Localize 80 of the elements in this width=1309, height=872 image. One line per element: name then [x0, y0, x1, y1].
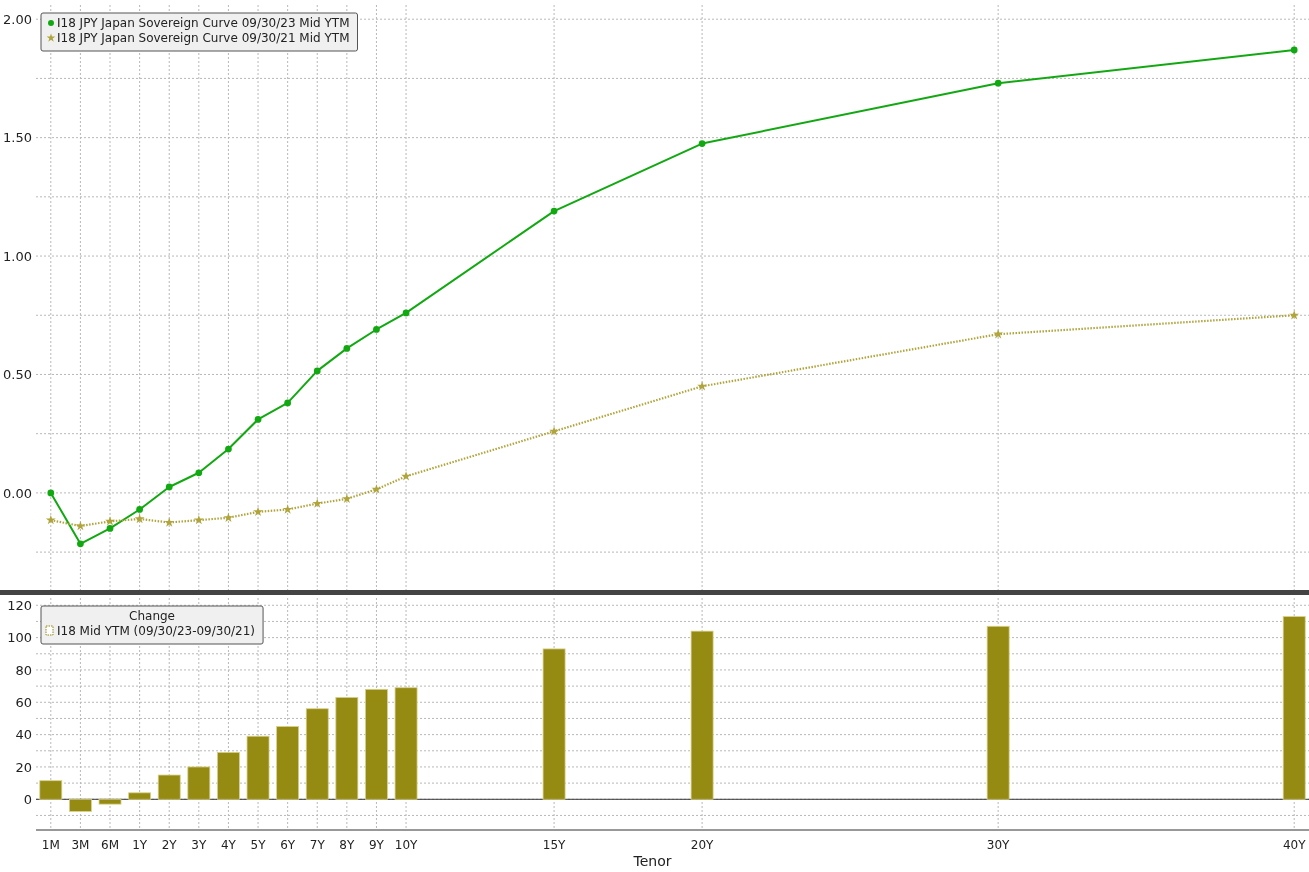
point: [282, 504, 293, 514]
point: [1289, 310, 1300, 320]
point: [253, 506, 263, 517]
point: [698, 140, 706, 147]
x-tick-label: 20Y: [690, 838, 715, 852]
point: [195, 469, 203, 477]
bar: [394, 687, 418, 800]
point: [549, 426, 559, 436]
bar: [246, 735, 270, 800]
point: [284, 399, 292, 407]
bar: [986, 625, 1010, 800]
point: [165, 483, 173, 491]
x-tick-label: 40Y: [1282, 838, 1307, 852]
x-tick-label: 3M: [71, 838, 90, 852]
legend-label: I18 JPY Japan Sovereign Curve 09/30/23 Mid YTM: [57, 16, 350, 30]
point: [993, 329, 1004, 339]
y-tick-label: 1.50: [3, 130, 32, 146]
bar: [690, 630, 714, 800]
x-tick-label: 1M: [41, 838, 60, 852]
x-tick-label: 6Y: [280, 838, 296, 852]
bar: [365, 688, 388, 800]
x-tick-label: 3Y: [191, 838, 207, 852]
legend-label: I18 JPY Japan Sovereign Curve 09/30/21 Mid YTM: [57, 31, 350, 45]
bar: [157, 774, 181, 800]
y-tick-label: 120: [7, 597, 32, 613]
point: [994, 79, 1002, 87]
y-tick-label: 100: [7, 630, 32, 646]
x-tick-label: 30Y: [986, 838, 1011, 852]
point: [223, 512, 234, 522]
point: [225, 445, 232, 453]
point: [697, 381, 708, 391]
y-tick-label: 2.00: [3, 11, 32, 27]
y-tick-label: 80: [15, 662, 32, 678]
point: [134, 513, 145, 524]
bar: [69, 798, 92, 812]
y-tick-label: 60: [15, 694, 32, 710]
bar: [98, 798, 122, 805]
point: [343, 345, 351, 352]
point: [106, 525, 114, 532]
x-tick-label: 9Y: [368, 838, 385, 852]
point: [164, 517, 175, 527]
bar: [335, 697, 359, 800]
point: [550, 207, 558, 215]
point: [75, 520, 86, 531]
y-tick-label: 40: [15, 727, 32, 743]
point: [373, 326, 380, 333]
x-axis-title: Tenor: [632, 853, 672, 869]
point: [136, 506, 143, 513]
bar: [187, 766, 211, 800]
bar: [1282, 616, 1306, 800]
bar: [542, 648, 566, 800]
bar: [305, 708, 329, 800]
point: [313, 367, 321, 375]
x-tick-label: 1Y: [132, 838, 148, 852]
point: [402, 309, 410, 317]
y-tick-label: 0.50: [3, 367, 32, 383]
legend-title: Change: [129, 609, 176, 623]
point: [47, 489, 55, 497]
y-tick-label: 0.00: [3, 485, 32, 501]
bar: [39, 780, 63, 800]
point: [371, 484, 382, 494]
x-tick-label: 8Y: [339, 838, 355, 852]
bar: [217, 752, 240, 800]
point: [1290, 46, 1298, 54]
bar: [276, 726, 300, 800]
y-tick-label: 0: [23, 791, 32, 807]
point: [341, 493, 352, 503]
point: [77, 540, 84, 548]
y-tick-label: 20: [15, 759, 32, 775]
y-tick-label: 1.00: [3, 248, 32, 264]
x-tick-label: 4Y: [220, 838, 237, 852]
x-tick-label: 7Y: [309, 838, 326, 852]
point: [254, 416, 262, 423]
bar: [128, 792, 152, 800]
legend-label: I18 Mid YTM (09/30/23-09/30/21): [57, 624, 256, 638]
x-tick-label: 6M: [101, 838, 120, 852]
x-tick-label: 15Y: [542, 838, 567, 852]
x-tick-label: 2Y: [161, 838, 178, 852]
x-tick-label: 10Y: [394, 838, 419, 852]
x-tick-label: 5Y: [250, 838, 267, 852]
